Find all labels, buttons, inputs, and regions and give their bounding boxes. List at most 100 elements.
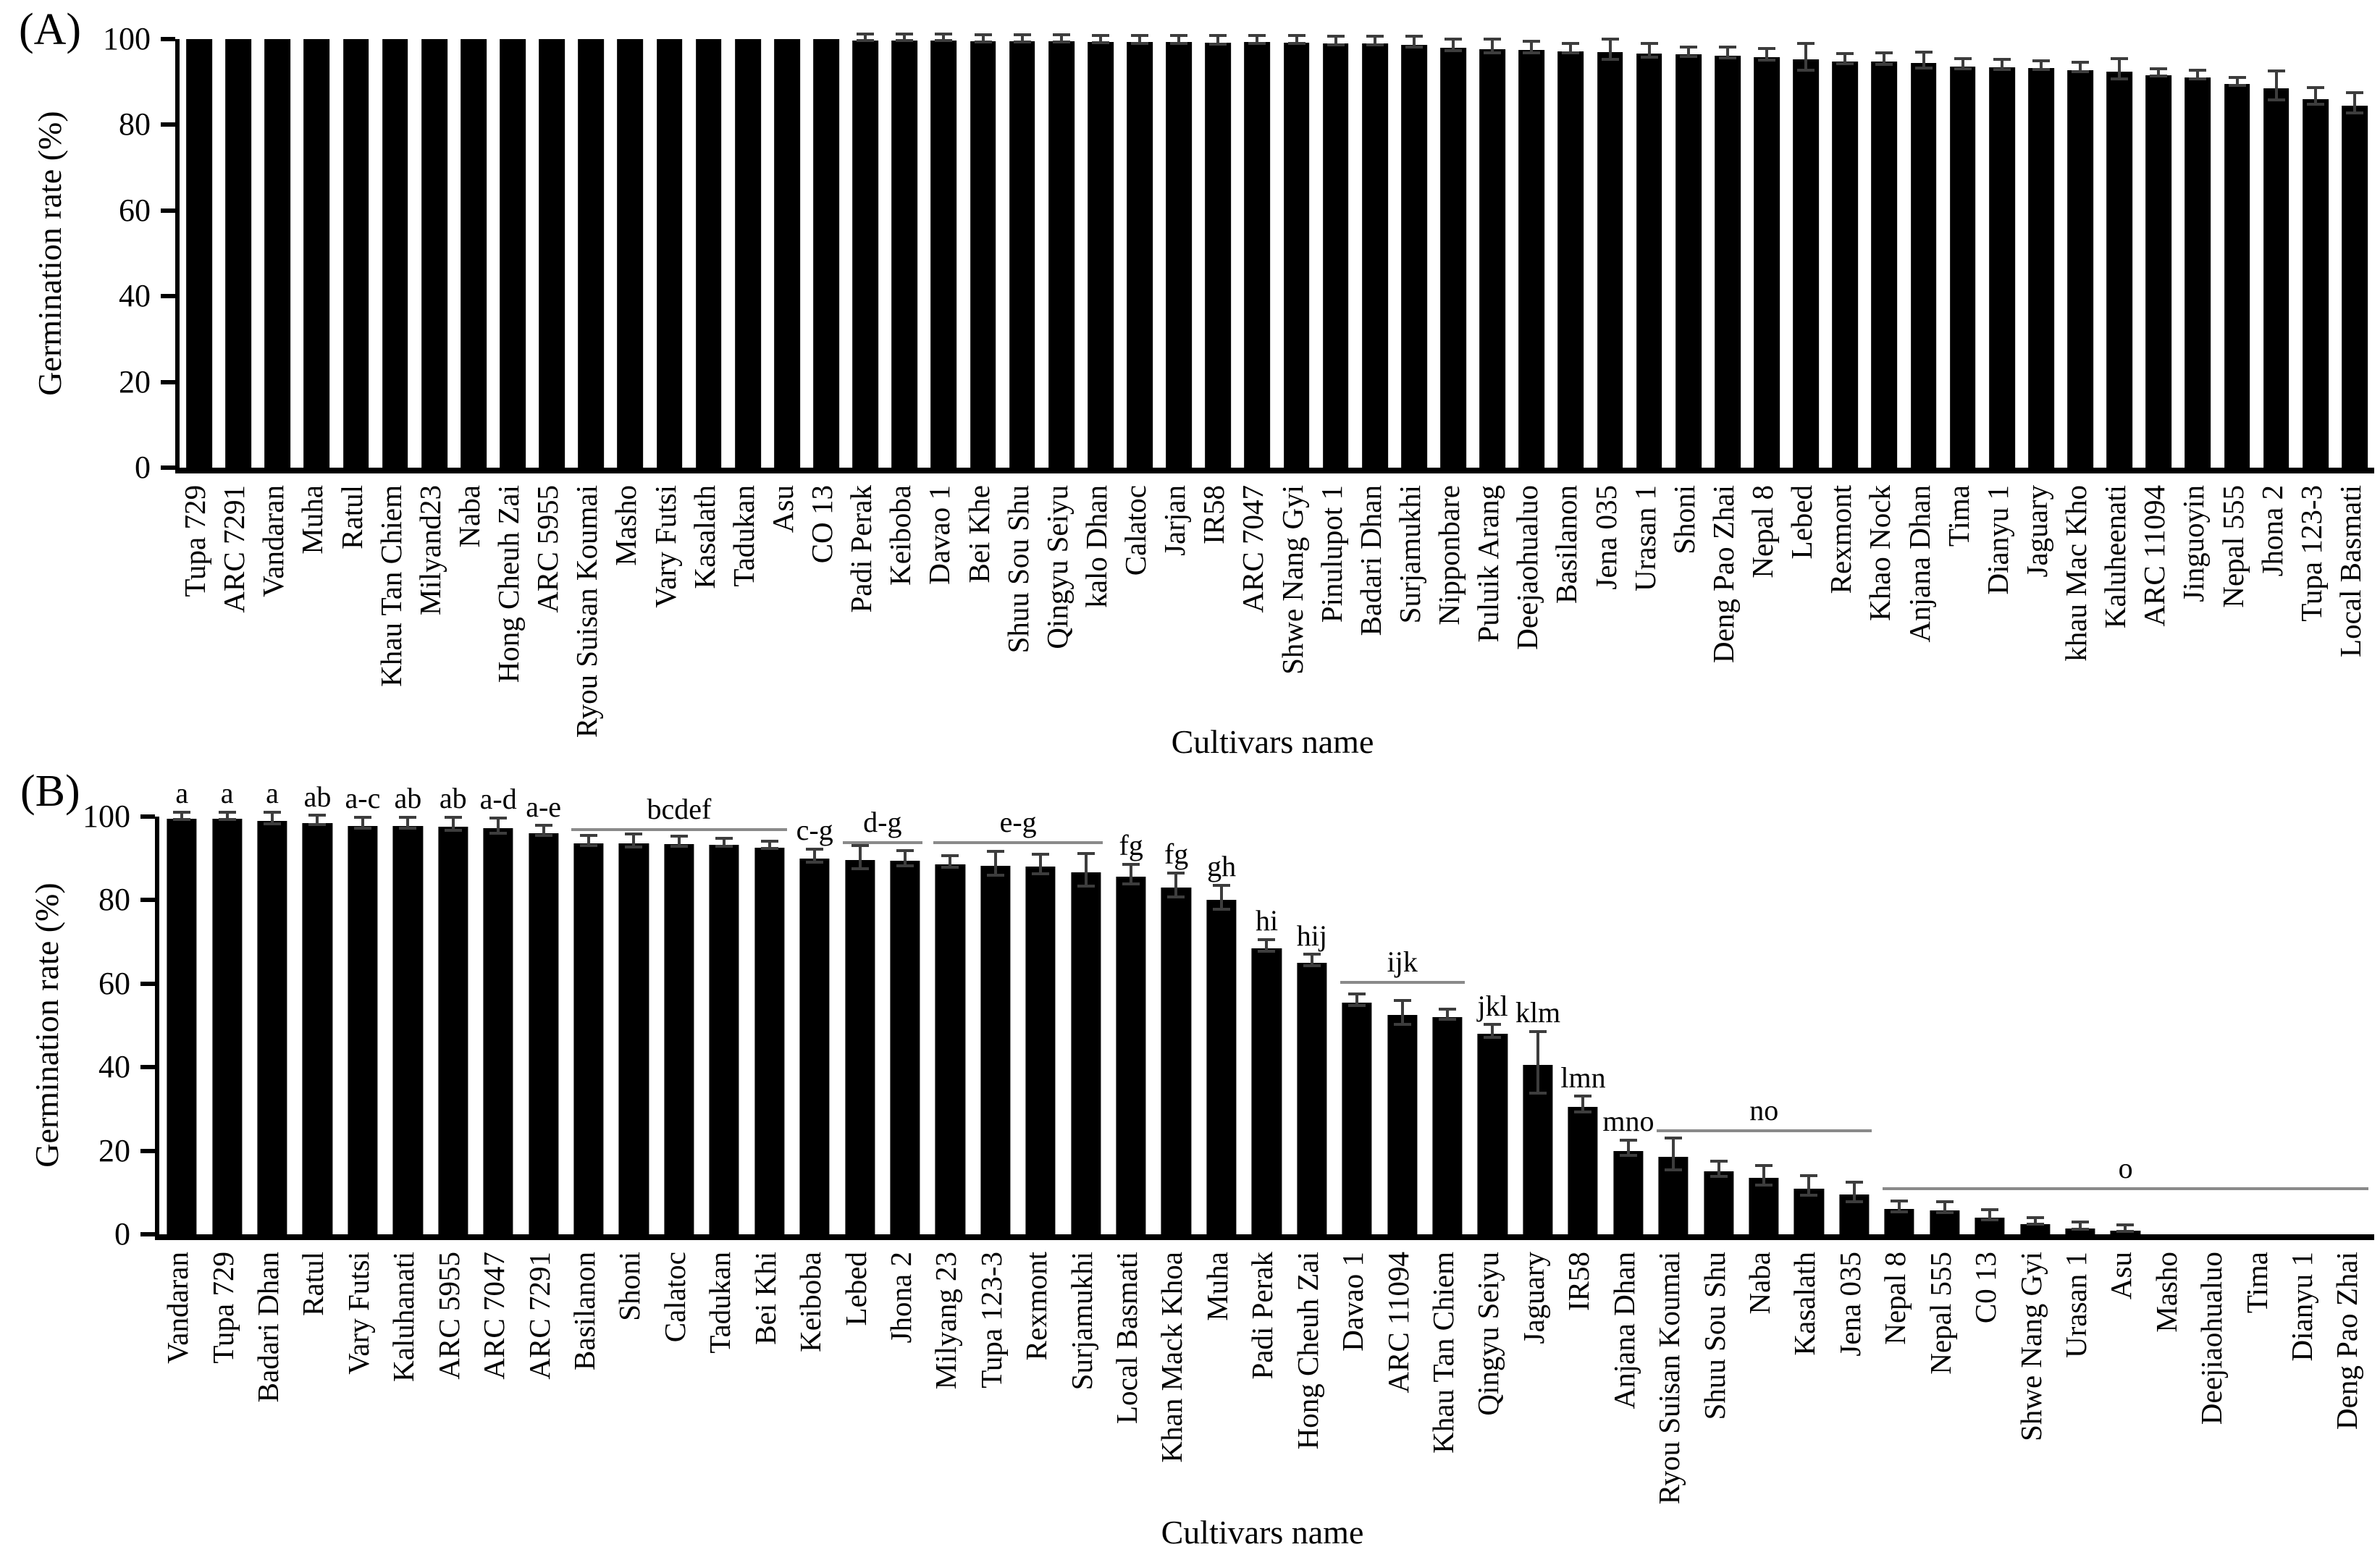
x-tick-slot: Badari Dhan (1351, 478, 1390, 724)
x-tick-label: Badari Dhan (1353, 485, 1387, 636)
x-tick-label: Puluik Arang (1471, 485, 1505, 643)
x-tick-label: Dianyu 1 (2285, 1252, 2319, 1362)
bar-slot (571, 39, 610, 468)
error-bar-line (1334, 37, 1337, 44)
error-bar (2111, 57, 2129, 80)
error-bar-line (1672, 1139, 1675, 1169)
bar (342, 39, 369, 468)
bar-slot (2061, 39, 2100, 468)
bar-slot (2296, 39, 2335, 468)
bar-slot (1290, 817, 1334, 1234)
sig-letter: a-e (526, 790, 562, 823)
x-tick-slot: Ryou Suisan Koumai (567, 478, 606, 738)
x-tick-label: Naba (1742, 1252, 1776, 1315)
bar (1166, 42, 1193, 468)
bar (935, 864, 965, 1234)
error-bar (670, 835, 688, 848)
y-tick-label: 100 (83, 798, 130, 834)
x-tick-label: ARC 7047 (477, 1252, 511, 1380)
error-bar (1209, 33, 1227, 46)
x-tick-slot: Surjamukhi (1059, 1244, 1103, 1514)
error-bar (1529, 1029, 1547, 1095)
bar (1116, 877, 1146, 1234)
bar (1703, 1171, 1734, 1234)
panel-a-plot-area: 0 20 40 60 80 100 (103, 22, 2374, 485)
error-bar-line (1174, 874, 1178, 896)
x-tick-slot: Tupa 729 (200, 1244, 245, 1514)
x-tick-label: ARC 11094 (1381, 1252, 1415, 1394)
x-tick-slot: IR58 (1194, 478, 1233, 724)
bar-slot (1042, 33, 1081, 468)
x-tick-slot: Shoni (1665, 478, 1704, 724)
x-tick-slot: ARC 7291 (214, 478, 253, 724)
bar (257, 820, 287, 1234)
x-tick-label: kalo Dhan (1079, 485, 1113, 608)
x-tick-label: Davao 1 (1336, 1252, 1370, 1352)
bar (891, 40, 918, 468)
x-tick-slot: Nepal 8 (1743, 478, 1782, 724)
bar-slot (1434, 37, 1473, 468)
x-tick-label: Qingyu Seiyu (1040, 485, 1074, 649)
panel-b-label: (B) (20, 767, 80, 816)
x-tick-label: Jena 035 (1589, 485, 1623, 590)
x-tick-label: Khan Mack Khoa (1155, 1252, 1189, 1463)
x-tick-label: Urasan 1 (2059, 1252, 2093, 1358)
x-tick-slot: Asu (2098, 1244, 2143, 1514)
error-bar (489, 816, 508, 835)
y-tick-mark (161, 465, 175, 470)
bar-slot (415, 39, 454, 468)
x-tick-slot: Vandaran (155, 1244, 200, 1514)
error-bar-line (2235, 78, 2239, 84)
bar (578, 39, 605, 468)
error-bar (625, 833, 643, 848)
x-tick-label: Jhona 2 (2255, 485, 2289, 577)
error-bar-line (981, 36, 985, 41)
bar-slot (611, 817, 656, 1234)
x-tick-label: Nepal 555 (1923, 1252, 1957, 1375)
bar (1988, 67, 2015, 468)
error-bar (1935, 1200, 1954, 1215)
error-bar-line (361, 818, 364, 827)
bar (2019, 1223, 2051, 1234)
x-tick-slot: Deng Pao Zhai (2324, 1244, 2369, 1514)
bar-slot (1606, 817, 1651, 1234)
x-tick-label: Hong Cheuh Zai (1290, 1252, 1324, 1450)
y-tick-label: 80 (119, 106, 151, 143)
panel-b-x-axis-title: Cultivars name (1161, 1514, 1364, 1551)
bar-slot (1334, 817, 1379, 1234)
x-tick-label: Jarjan (1158, 485, 1192, 556)
bar-slot (1018, 817, 1063, 1234)
bar-slot (295, 814, 340, 1234)
error-bar (1484, 37, 1502, 55)
bar-slot (1708, 39, 1747, 468)
bar (1557, 51, 1584, 468)
x-tick-label: Jaguary (1516, 1252, 1550, 1344)
x-tick-label: Rexmont (1824, 485, 1858, 594)
bar-slot (2218, 39, 2257, 468)
bar (264, 39, 291, 468)
error-bar (534, 824, 552, 837)
x-tick-label: Local Basmati (1110, 1252, 1144, 1424)
bar (1518, 50, 1545, 468)
x-tick-slot: Hong Cheuh Zai (1285, 1244, 1330, 1514)
x-tick-slot: Calatoc (652, 1244, 697, 1514)
error-bar-line (858, 846, 862, 868)
error-bar (2228, 75, 2246, 87)
bar (1048, 41, 1075, 468)
x-tick-slot: Tima (2234, 1244, 2279, 1514)
error-bar (1954, 57, 1972, 70)
bar-slot (1081, 33, 1120, 468)
x-tick-slot: Deejiaohualuo (2189, 1244, 2234, 1514)
bar (1361, 43, 1388, 468)
x-tick-slot: Shuu Sou Shu (998, 478, 1038, 724)
bar (695, 39, 722, 468)
x-tick-slot: Surjamukhi (1390, 478, 1429, 724)
x-tick-slot: Masho (606, 478, 645, 724)
sig-letter: gh (1207, 850, 1237, 883)
error-bar (1393, 998, 1411, 1026)
panel-a-y-axis-title: Germination rate (%) (31, 111, 68, 396)
x-tick-label: Kaluheenati (2098, 485, 2132, 629)
x-tick-label: ARC 5955 (432, 1252, 466, 1380)
bar-slot (747, 817, 791, 1234)
x-tick-slot: ARC 5955 (426, 1244, 471, 1514)
